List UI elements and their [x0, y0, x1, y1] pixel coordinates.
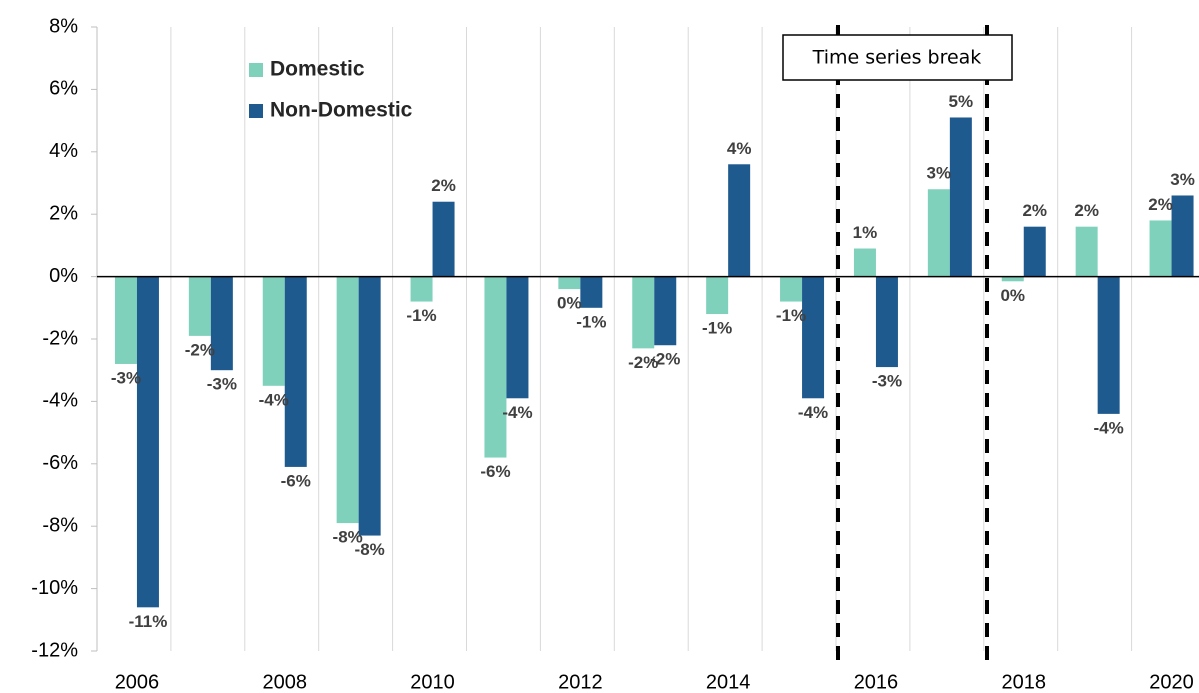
- annotation-box: [782, 34, 1013, 81]
- bar: [136, 276, 159, 608]
- value-label: 2%: [1074, 201, 1099, 220]
- value-label: 1%: [853, 223, 878, 242]
- value-label: -1%: [702, 319, 732, 338]
- x-tick-label: 2014: [706, 671, 751, 693]
- legend-swatch: [249, 63, 263, 77]
- value-label: -1%: [776, 306, 806, 325]
- x-tick-label: 2008: [263, 671, 308, 693]
- value-label: -1%: [406, 306, 436, 325]
- bar: [1001, 276, 1024, 282]
- y-tick-label: 4%: [49, 140, 78, 162]
- value-label: -2%: [185, 340, 215, 359]
- bar: [580, 276, 603, 308]
- y-tick-label: -4%: [42, 390, 78, 412]
- value-label: -4%: [798, 403, 828, 422]
- bar: [728, 164, 751, 277]
- value-label: 2%: [431, 176, 456, 195]
- value-label: -1%: [576, 312, 606, 331]
- annotation: Time series break: [812, 47, 982, 69]
- legend-label: Non-Domestic: [270, 99, 413, 122]
- bar: [558, 276, 581, 290]
- marks: [114, 117, 1194, 608]
- y-tick-label: -12%: [31, 639, 78, 661]
- bar: [853, 248, 876, 277]
- y-tick-label: 2%: [49, 202, 78, 224]
- value-label: 5%: [949, 92, 974, 111]
- bar: [484, 276, 507, 458]
- value-label: 2%: [1022, 201, 1047, 220]
- bar: [114, 276, 137, 364]
- value-label: -11%: [129, 612, 168, 631]
- bar: [1149, 220, 1172, 277]
- value-label: -3%: [111, 368, 141, 387]
- value-label: -4%: [259, 390, 289, 409]
- legend-label: Domestic: [270, 58, 365, 81]
- bar: [949, 117, 972, 277]
- y-tick-label: 0%: [49, 265, 78, 287]
- bar: [654, 276, 677, 346]
- x-tick-label: 2012: [558, 671, 603, 693]
- value-label: -6%: [480, 462, 510, 481]
- legend-swatch: [249, 104, 263, 118]
- y-tick-label: -6%: [42, 452, 78, 474]
- bar: [1097, 276, 1120, 414]
- bar: [1075, 226, 1098, 277]
- bar: [632, 276, 655, 349]
- x-tick-label: 2006: [115, 671, 160, 693]
- y-tick-label: 8%: [49, 15, 78, 37]
- bar: [210, 276, 233, 371]
- y-tick-label: -10%: [31, 577, 78, 599]
- bar: [706, 276, 729, 315]
- value-label: -8%: [333, 528, 363, 547]
- value-label: 0%: [1000, 286, 1025, 305]
- x-tick-label: 2018: [1002, 671, 1047, 693]
- bar: [927, 189, 950, 277]
- value-label: 4%: [727, 139, 752, 158]
- bar: [188, 276, 211, 336]
- value-label: -2%: [650, 350, 680, 369]
- value-label: -8%: [355, 540, 385, 559]
- bar: [780, 276, 803, 302]
- bar: [358, 276, 381, 536]
- value-label: -6%: [281, 471, 311, 490]
- bar: [284, 276, 307, 467]
- value-label: -2%: [628, 353, 658, 372]
- y-tick-label: -8%: [42, 514, 78, 536]
- x-tick-label: 2016: [854, 671, 899, 693]
- value-label: -3%: [872, 372, 902, 391]
- value-label: -4%: [502, 403, 532, 422]
- bar: [432, 201, 455, 277]
- x-tick-label: 2010: [410, 671, 455, 693]
- bar: [875, 276, 898, 368]
- value-label: -3%: [207, 375, 237, 394]
- x-tick-label: 2020: [1149, 671, 1194, 693]
- value-label: -4%: [1094, 418, 1124, 437]
- value-label: 2%: [1148, 195, 1173, 214]
- value-label: 3%: [927, 164, 952, 183]
- bar: [506, 276, 529, 399]
- bar: [336, 276, 359, 524]
- bar: [410, 276, 433, 302]
- y-tick-label: 6%: [49, 78, 78, 100]
- value-label: 3%: [1170, 170, 1195, 189]
- bar: [802, 276, 825, 399]
- bar: [262, 276, 285, 386]
- bar: [1023, 226, 1046, 277]
- bar: [1171, 195, 1194, 277]
- value-label: 0%: [557, 294, 582, 313]
- y-tick-label: -2%: [42, 327, 78, 349]
- grid: [91, 26, 1133, 652]
